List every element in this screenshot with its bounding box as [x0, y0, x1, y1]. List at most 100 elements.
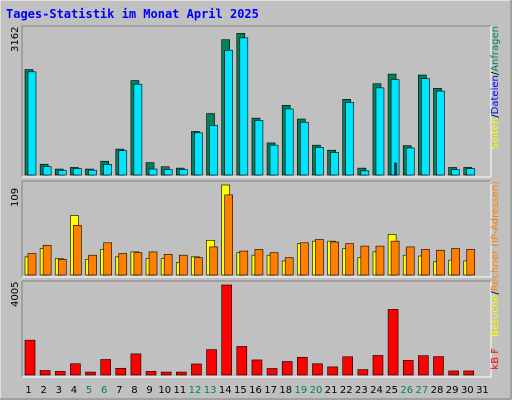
bar-hosts	[269, 252, 279, 276]
bar-files	[436, 90, 445, 176]
x-day-label: 13	[204, 385, 217, 396]
side-legend-text: Seiten/Dateien/Anfragen	[490, 26, 501, 149]
bar-kbytes	[387, 309, 399, 376]
x-day-label: 8	[131, 385, 137, 396]
panel-requests-files-pages: 3162	[10, 25, 492, 178]
side-legend-middle: Besuche/Rechner (IP-Adressen)	[490, 181, 501, 337]
bar-files	[421, 78, 430, 176]
bar-hosts	[466, 249, 476, 276]
bar-files	[284, 108, 294, 176]
bar-kbytes	[357, 369, 369, 376]
bar-kbytes	[448, 370, 459, 376]
bar-pages	[394, 162, 398, 175]
bar-kbytes	[39, 370, 51, 376]
bar-kbytes	[251, 359, 263, 376]
bar-hosts	[436, 249, 445, 276]
bar-kbytes	[281, 361, 293, 376]
side-legend-part: /	[490, 291, 501, 295]
x-day-label: 30	[461, 385, 474, 396]
bar-hosts	[284, 257, 294, 276]
bar-kbytes	[145, 371, 157, 376]
bar-kbytes	[191, 363, 202, 376]
side-legend-bottom: kB F	[490, 348, 501, 370]
bar-kbytes	[100, 359, 111, 376]
bar-kbytes	[463, 370, 475, 376]
x-day-label: 18	[279, 385, 292, 396]
bar-files	[330, 152, 339, 176]
y-max-label: 3162	[10, 27, 21, 52]
bar-hosts	[330, 241, 339, 276]
x-day-label: 29	[446, 385, 459, 396]
y-max-label: 4005	[10, 282, 21, 307]
bar-hosts	[405, 246, 415, 276]
x-axis-day-labels: 1 2 3 4 5 6 7 8 9 10 11 12 13 14 15 16 17 18 19 20 21 22 23 24 2…	[25, 385, 488, 396]
bar-files	[360, 170, 370, 176]
bar-files	[163, 169, 173, 176]
bar-hosts	[194, 257, 203, 276]
side-legend-part: Dateien	[490, 75, 501, 114]
x-day-label: 14	[219, 385, 232, 396]
bar-files	[375, 87, 385, 176]
bar-files	[254, 120, 264, 176]
bar-kbytes	[266, 368, 278, 376]
x-day-label: 17	[264, 385, 277, 396]
bar-kbytes	[327, 366, 338, 376]
bar-kbytes	[206, 349, 217, 376]
side-legend-part: Seiten	[490, 118, 501, 150]
bar-files	[405, 147, 415, 176]
bar-hosts	[42, 244, 52, 276]
x-day-label: 10	[158, 385, 171, 396]
bar-files	[88, 169, 97, 176]
bar-files	[315, 147, 324, 176]
bar-files	[224, 49, 233, 176]
bar-files	[466, 168, 476, 176]
bar-hosts	[360, 245, 370, 276]
bar-files	[239, 37, 249, 176]
bar-hosts	[103, 242, 112, 276]
x-day-label: 1	[25, 385, 31, 396]
bar-files	[118, 150, 128, 176]
x-day-label: 22	[340, 385, 353, 396]
bar-hosts	[88, 254, 97, 276]
bar-kbytes	[175, 371, 187, 376]
side-legend-part: Anfragen	[490, 26, 501, 72]
bar-files	[27, 71, 37, 176]
bar-kbytes	[221, 284, 232, 376]
bar-files	[178, 169, 188, 176]
bar-files	[269, 144, 279, 176]
bar-kbytes	[372, 355, 384, 376]
bar-files	[42, 166, 52, 176]
x-day-label: 3	[56, 385, 62, 396]
bar-kbytes	[297, 356, 308, 376]
x-day-label: 5	[86, 385, 92, 396]
x-day-label: 4	[71, 385, 77, 396]
x-day-label: 24	[370, 385, 383, 396]
bar-kbytes	[418, 355, 429, 376]
bar-hosts	[421, 249, 430, 276]
x-day-label: 21	[325, 385, 338, 396]
bar-hosts	[163, 254, 173, 276]
bar-hosts	[148, 251, 158, 276]
bar-kbytes	[115, 367, 127, 376]
bar-files	[451, 169, 460, 176]
bar-hosts	[451, 248, 460, 276]
x-day-label: 20	[310, 385, 323, 396]
bar-files	[133, 83, 143, 176]
bar-hosts	[118, 253, 128, 276]
bar-kbytes	[85, 371, 96, 376]
bar-hosts	[315, 239, 324, 276]
x-day-label: 26	[400, 385, 413, 396]
x-day-label: 12	[189, 385, 202, 396]
x-day-label: 15	[234, 385, 247, 396]
bar-kbytes	[433, 356, 444, 376]
bar-hosts	[27, 253, 37, 276]
x-day-label: 27	[416, 385, 429, 396]
bar-kbytes	[236, 346, 248, 376]
x-day-label: 6	[101, 385, 107, 396]
bar-files	[209, 125, 218, 176]
bar-hosts	[375, 245, 385, 276]
bar-hosts	[345, 243, 355, 276]
bar-kbytes	[24, 339, 36, 376]
bar-hosts	[254, 249, 264, 276]
